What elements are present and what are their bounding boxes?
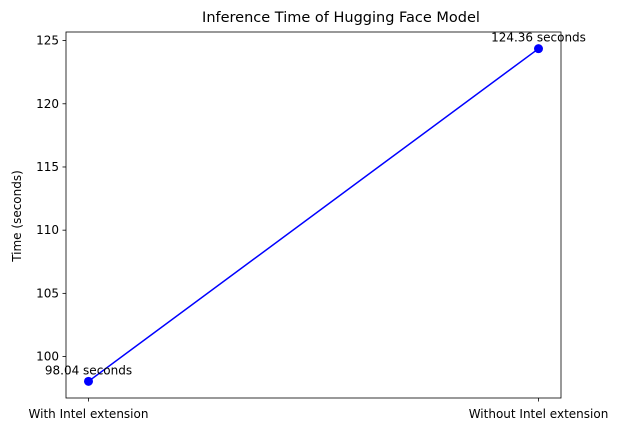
plot-frame [65, 31, 562, 399]
y-tick-label: 120 [36, 97, 59, 111]
y-tick-label: 105 [36, 286, 59, 300]
y-tick-label: 115 [36, 160, 59, 174]
y-tick-label: 100 [36, 350, 59, 364]
data-point [84, 376, 93, 386]
data-point [534, 44, 543, 54]
y-axis-label: Time (seconds) [10, 170, 24, 263]
x-tick-label: With Intel extension [29, 407, 149, 421]
plot-area: 100 105 110 115 120 125 With Intel extension Wi… [29, 31, 609, 421]
data-label: 98.04 seconds [45, 363, 132, 377]
y-tick-label: 125 [36, 34, 59, 48]
x-tick-label: Without Intel extension [469, 407, 609, 421]
series-line [88, 48, 539, 382]
y-tick-label: 110 [36, 223, 59, 237]
data-label: 124.36 seconds [491, 31, 586, 45]
chart-title: Inference Time of Hugging Face Model [202, 10, 480, 26]
